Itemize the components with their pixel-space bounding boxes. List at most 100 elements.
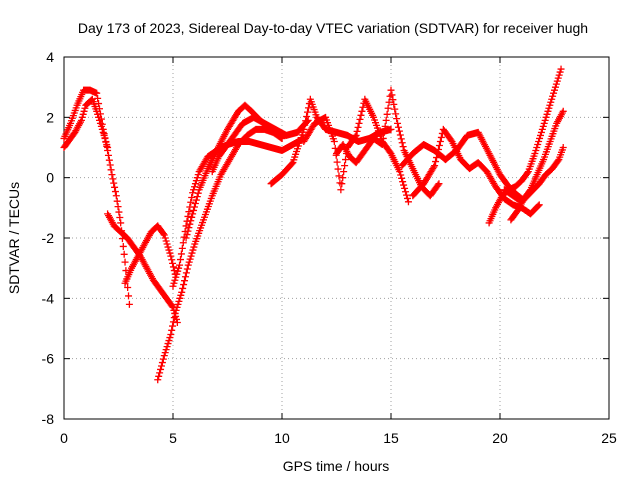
data-point [116, 213, 124, 221]
data-point [176, 256, 184, 264]
data-point [192, 196, 200, 204]
data-point [533, 144, 541, 151]
data-point [111, 188, 119, 196]
data-point [184, 227, 192, 235]
data-point [176, 294, 184, 302]
data-point [190, 243, 198, 251]
data-point [185, 258, 193, 266]
data-point [162, 346, 170, 354]
data-point [394, 119, 402, 127]
data-point [402, 188, 410, 196]
y-axis-label: SDTVAR / TECUs [6, 182, 22, 294]
y-axis: -8 -6 -4 -2 0 2 4 [42, 49, 609, 427]
data-point [183, 265, 191, 273]
data-point [168, 326, 176, 334]
data-point [398, 139, 406, 147]
data-point [555, 71, 563, 79]
data-point [434, 181, 442, 189]
data-point [435, 180, 443, 188]
data-point [157, 362, 165, 370]
data-point [547, 98, 555, 106]
grid [64, 57, 609, 419]
data-point [169, 322, 177, 330]
chart-title: Day 173 of 2023, Sidereal Day-to-day VTE… [78, 20, 588, 36]
data-point [303, 112, 311, 120]
data-point [101, 134, 109, 142]
data-point [399, 178, 407, 186]
data-point [552, 80, 560, 88]
data-point [548, 95, 556, 103]
data-point [184, 212, 192, 220]
series-5 [154, 125, 286, 384]
data-point [191, 180, 199, 188]
data-point [396, 131, 404, 139]
data-point [154, 376, 162, 384]
x-tick-label: 0 [60, 430, 68, 446]
data-point [177, 291, 185, 299]
data-point [356, 115, 364, 123]
data-point [186, 220, 194, 228]
data-point [171, 276, 179, 284]
data-point [113, 197, 121, 205]
data-point [178, 244, 186, 252]
series-6 [169, 134, 308, 290]
data-point [158, 359, 166, 367]
data-point [167, 331, 175, 339]
data-point [166, 249, 174, 257]
data-point [434, 150, 442, 158]
data-point [531, 150, 539, 158]
data-point [120, 250, 128, 258]
data-point [77, 116, 85, 124]
data-point [194, 189, 202, 197]
data-point [168, 256, 176, 264]
data-point [304, 104, 312, 112]
data-point [333, 158, 341, 166]
data-point [385, 98, 393, 106]
data-point [163, 240, 171, 248]
data-point [168, 302, 176, 310]
data-point [102, 137, 110, 145]
data-point [430, 163, 438, 171]
data-point [382, 116, 390, 124]
data-point [187, 252, 195, 260]
data-point [181, 273, 189, 281]
data-point [172, 273, 180, 281]
data-point [171, 309, 179, 317]
data-point [288, 160, 296, 168]
data-point [436, 137, 444, 145]
data-point [121, 258, 129, 266]
data-point [185, 224, 193, 232]
data-point [377, 140, 385, 148]
data-point [190, 183, 198, 191]
data-point [181, 277, 189, 285]
data-point [536, 131, 544, 139]
data-point [169, 282, 177, 290]
data-point [352, 131, 360, 139]
data-point [535, 137, 543, 145]
data-point [390, 100, 398, 108]
data-point [155, 372, 163, 380]
data-point [105, 156, 113, 164]
data-point [182, 269, 190, 277]
data-point [188, 193, 196, 201]
data-point [182, 234, 190, 242]
data-point [188, 213, 196, 221]
data-point [400, 181, 408, 189]
data-point [330, 137, 338, 145]
data-point [160, 352, 168, 360]
data-point [534, 140, 542, 148]
data-point [119, 242, 127, 250]
data-point [384, 104, 392, 112]
data-point [559, 144, 567, 151]
data-point [167, 252, 175, 260]
data-point [112, 192, 120, 200]
data-point [381, 122, 389, 130]
data-point [110, 179, 118, 187]
data-point [186, 255, 194, 263]
data-point [432, 158, 440, 166]
data-point [534, 202, 542, 210]
data-point [93, 89, 101, 97]
data-point [544, 107, 552, 115]
data-point [340, 168, 348, 176]
